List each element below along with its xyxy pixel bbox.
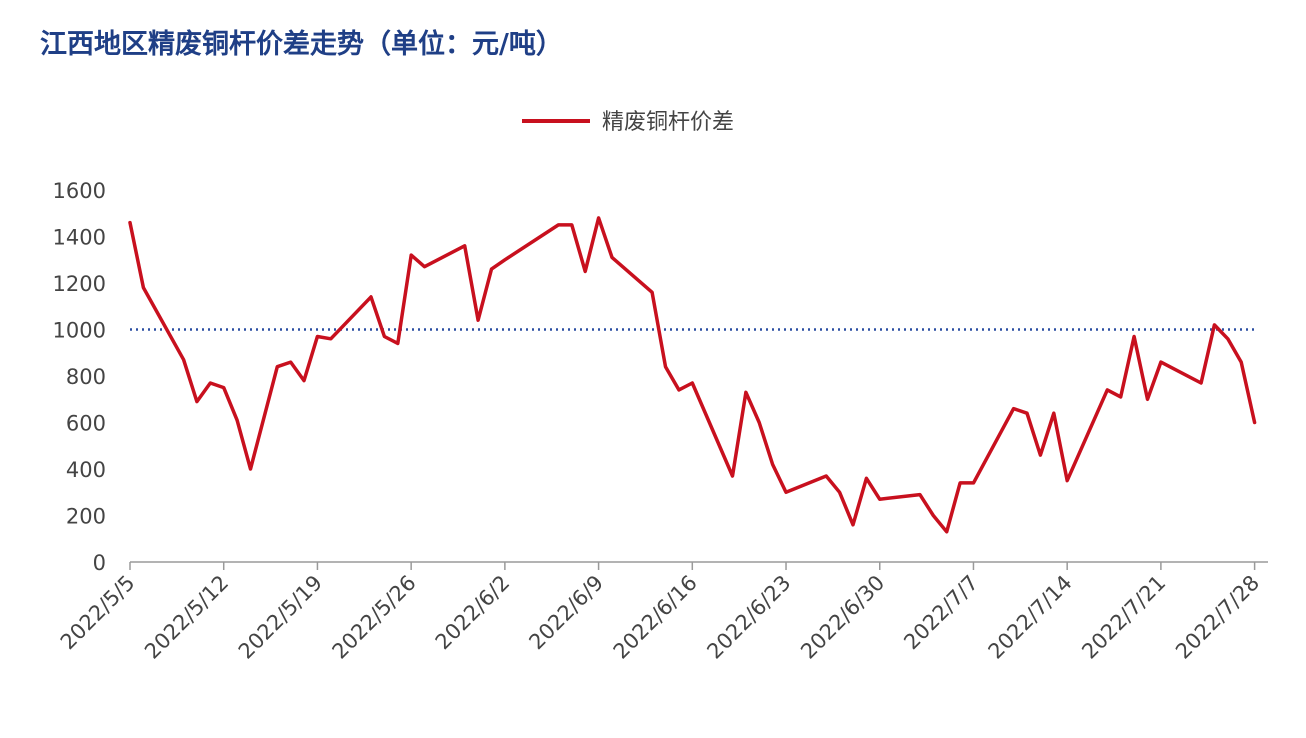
x-tick-label: 2022/7/7 xyxy=(899,571,983,655)
x-axis: 2022/5/5 2022/5/12 2022/5/19 2022/5/26 2022/… xyxy=(56,561,1268,664)
x-tick-label: 2022/5/26 xyxy=(328,571,421,664)
x-tick-label: 2022/5/5 xyxy=(56,571,140,655)
y-tick-label: 200 xyxy=(66,505,106,529)
x-tick-label: 2022/5/12 xyxy=(140,571,233,664)
y-tick-label: 600 xyxy=(66,412,106,436)
y-axis: 0 200 400 600 800 1000 1200 1400 1600 xyxy=(53,179,106,575)
y-tick-label: 1200 xyxy=(53,272,106,296)
legend-label: 精废铜杆价差 xyxy=(602,110,734,135)
y-tick-label: 1600 xyxy=(53,179,106,203)
y-tick-label: 400 xyxy=(66,458,106,482)
y-tick-label: 800 xyxy=(66,365,106,389)
x-tick-label: 2022/7/21 xyxy=(1077,571,1170,664)
y-tick-label: 1400 xyxy=(53,226,106,250)
chart-legend: 精废铜杆价差 xyxy=(522,110,734,135)
x-tick-label: 2022/7/28 xyxy=(1171,571,1264,664)
y-tick-label: 1000 xyxy=(53,319,106,343)
x-tick-label: 2022/6/2 xyxy=(431,571,515,655)
plot-area xyxy=(128,216,1258,534)
series-line xyxy=(128,216,1257,534)
x-tick-label: 2022/6/30 xyxy=(796,571,889,664)
y-tick-label: 0 xyxy=(93,551,106,575)
x-tick-label: 2022/6/23 xyxy=(702,571,795,664)
x-tick-label: 2022/7/14 xyxy=(984,571,1077,664)
x-tick-label: 2022/6/16 xyxy=(609,571,702,664)
x-tick-label: 2022/6/9 xyxy=(524,571,608,655)
x-tick-label: 2022/5/19 xyxy=(234,571,327,664)
chart-title: 江西地区精废铜杆价差走势（单位：元/吨） xyxy=(40,29,563,60)
